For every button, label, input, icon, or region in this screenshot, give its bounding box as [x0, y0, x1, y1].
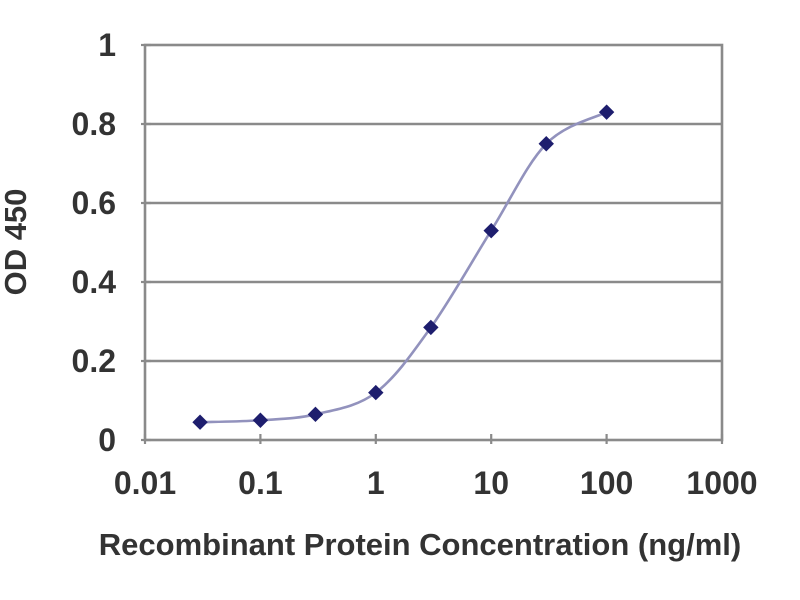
data-point-marker: [252, 412, 269, 428]
data-point-marker: [307, 406, 324, 423]
y-tick-label: 1: [98, 27, 116, 63]
y-tick-label: 0.6: [71, 185, 116, 221]
data-point-marker: [423, 319, 439, 336]
x-tick-label: 1000: [686, 465, 758, 501]
x-tick-label: 0.01: [113, 465, 177, 501]
data-point-marker: [598, 104, 615, 120]
plot-frame: [143, 43, 724, 442]
x-axis-title: Recombinant Protein Concentration (ng/ml…: [98, 527, 742, 562]
x-tick-label: 100: [579, 465, 634, 501]
y-tick-label: 0.8: [71, 106, 116, 142]
series-line: [200, 111, 608, 424]
x-tick-label: 10: [473, 465, 509, 501]
data-point-marker: [538, 136, 554, 152]
y-tick-label: 0: [98, 422, 116, 458]
data-point-marker: [483, 222, 499, 239]
y-tick-label: 0.2: [71, 343, 116, 379]
y-tick-label: 0.4: [71, 264, 116, 300]
x-tick-label: 1: [366, 465, 385, 501]
x-tick-label: 0.1: [238, 465, 283, 501]
data-point-marker: [368, 384, 384, 401]
data-point-marker: [192, 414, 208, 430]
